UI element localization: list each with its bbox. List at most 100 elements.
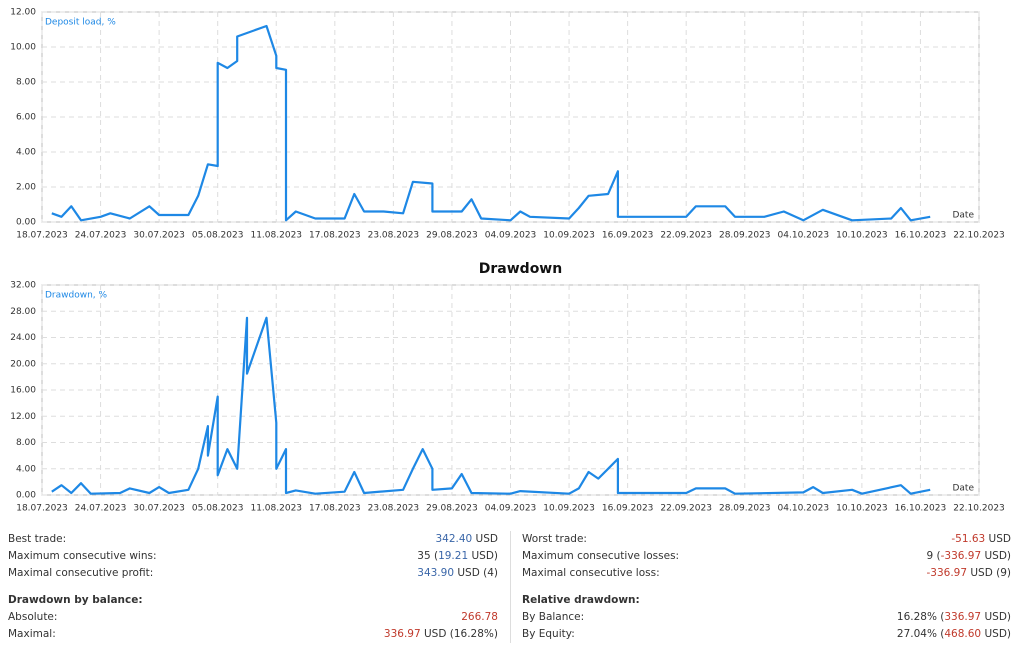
stat-row: Worst trade: -51.63 USD bbox=[522, 531, 1011, 548]
x-tick-label: 16.09.2023 bbox=[602, 504, 654, 514]
stat-value-part: 468.60 bbox=[944, 628, 982, 640]
y-tick-label: 12.00 bbox=[10, 412, 36, 422]
x-tick-label: 16.10.2023 bbox=[895, 231, 947, 241]
x-tick-label: 11.08.2023 bbox=[250, 504, 302, 514]
x-tick-label: 16.09.2023 bbox=[602, 231, 654, 241]
x-tick-label: 28.09.2023 bbox=[719, 504, 771, 514]
stat-row: Relative drawdown: bbox=[522, 592, 1011, 609]
series-label: Deposit load, % bbox=[45, 18, 116, 28]
stat-row: By Equity: 27.04% (468.60 USD) bbox=[522, 626, 1011, 643]
y-tick-label: 6.00 bbox=[16, 113, 36, 123]
stat-value: 27.04% (468.60 USD) bbox=[897, 626, 1011, 643]
stat-row: Best trade: 342.40 USD bbox=[8, 531, 498, 548]
stat-label: Maximal consecutive loss: bbox=[522, 567, 660, 579]
stat-value: 16.28% (336.97 USD) bbox=[897, 609, 1011, 626]
stat-value-part: USD (9) bbox=[967, 567, 1011, 579]
stat-label: By Equity: bbox=[522, 628, 575, 640]
x-tick-label: 05.08.2023 bbox=[192, 231, 244, 241]
y-tick-label: 4.00 bbox=[16, 464, 36, 474]
x-tick-label: 04.09.2023 bbox=[485, 231, 537, 241]
stat-value-part: 35 ( bbox=[417, 550, 439, 562]
stat-row: Maximal: 336.97 USD (16.28%) bbox=[8, 626, 498, 643]
stat-value-part: USD bbox=[985, 533, 1011, 545]
x-tick-label: 29.08.2023 bbox=[426, 504, 478, 514]
stat-value-part: USD) bbox=[981, 611, 1011, 623]
stat-row: Maximal consecutive profit: 343.90 USD (4… bbox=[8, 565, 498, 582]
stat-label: Best trade: bbox=[8, 533, 67, 545]
x-tick-label: 10.10.2023 bbox=[836, 231, 888, 241]
stat-row: Maximum consecutive wins: 35 (19.21 USD) bbox=[8, 548, 498, 565]
stat-value-part: 336.97 bbox=[944, 611, 982, 623]
stat-value: -336.97 USD (9) bbox=[926, 565, 1011, 582]
x-tick-label: 04.10.2023 bbox=[778, 504, 830, 514]
stat-label: Maximal consecutive profit: bbox=[8, 567, 154, 579]
y-tick-label: 32.00 bbox=[10, 281, 36, 291]
stat-label: Maximum consecutive wins: bbox=[8, 550, 157, 562]
x-tick-label: 22.10.2023 bbox=[953, 504, 1005, 514]
stat-value: 9 (-336.97 USD) bbox=[926, 548, 1011, 565]
stat-value-part: 336.97 bbox=[383, 628, 421, 640]
stat-value-part: 343.90 bbox=[417, 567, 455, 579]
stat-value-part: -336.97 bbox=[940, 550, 982, 562]
stat-value-part: 266.78 bbox=[461, 611, 498, 623]
line bbox=[51, 316, 931, 495]
y-tick-label: 12.00 bbox=[10, 8, 36, 18]
stat-row: Maximal consecutive loss: -336.97 USD (9) bbox=[522, 565, 1011, 582]
stat-value: 336.97 USD (16.28%) bbox=[384, 626, 498, 643]
stat-row: By Balance: 16.28% (336.97 USD) bbox=[522, 609, 1011, 626]
x-tick-label: 18.07.2023 bbox=[16, 504, 68, 514]
series-label: Drawdown, % bbox=[45, 291, 108, 301]
stat-value-part: USD) bbox=[981, 628, 1011, 640]
chart-title: Drawdown bbox=[479, 261, 562, 277]
stat-value: 343.90 USD (4) bbox=[417, 565, 498, 582]
y-tick-label: 24.00 bbox=[10, 333, 36, 343]
stat-value: 342.40 USD bbox=[435, 531, 498, 548]
y-tick-label: 8.00 bbox=[16, 438, 36, 448]
stat-value: -51.63 USD bbox=[951, 531, 1011, 548]
stat-value: 35 (19.21 USD) bbox=[417, 548, 498, 565]
x-tick-label: 17.08.2023 bbox=[309, 504, 361, 514]
x-tick-label: 11.08.2023 bbox=[250, 231, 302, 241]
x-tick-label: 24.07.2023 bbox=[75, 504, 127, 514]
y-tick-label: 0.00 bbox=[16, 218, 36, 228]
x-tick-label: 23.08.2023 bbox=[368, 231, 420, 241]
stat-value-part: USD) bbox=[981, 550, 1011, 562]
stat-value-part: 27.04% ( bbox=[896, 628, 945, 640]
stat-row: Absolute: 266.78 bbox=[8, 609, 498, 626]
stat-value: 266.78 bbox=[461, 609, 498, 626]
charts: 0.00 2.00 4.00 6.00 8.00 10.00 12.00 18.07.2023… bbox=[10, 8, 1005, 514]
stat-label: Relative drawdown: bbox=[522, 594, 640, 606]
stat-label: Maximum consecutive losses: bbox=[522, 550, 680, 562]
x-tick-label: 17.08.2023 bbox=[309, 231, 361, 241]
x-tick-label: 16.10.2023 bbox=[895, 504, 947, 514]
stat-value-part: 342.40 bbox=[435, 533, 473, 545]
stat-row: Maximum consecutive losses: 9 (-336.97 US… bbox=[522, 548, 1011, 565]
x-tick-label: 10.09.2023 bbox=[543, 504, 595, 514]
stat-value-part: 19.21 bbox=[438, 550, 469, 562]
stat-value-part: -51.63 bbox=[951, 533, 986, 545]
x-tick-label: 30.07.2023 bbox=[133, 504, 185, 514]
stat-value-part: USD bbox=[472, 533, 498, 545]
x-tick-label: 22.10.2023 bbox=[953, 231, 1005, 241]
stat-label: Maximal: bbox=[8, 628, 56, 640]
x-tick-label: 22.09.2023 bbox=[660, 231, 712, 241]
x-tick-label: 24.07.2023 bbox=[75, 231, 127, 241]
x-tick-label: 10.09.2023 bbox=[543, 231, 595, 241]
y-tick-label: 2.00 bbox=[16, 183, 36, 193]
x-tick-label: 05.08.2023 bbox=[192, 504, 244, 514]
stat-value-part: -336.97 bbox=[926, 567, 968, 579]
line bbox=[51, 24, 931, 222]
y-tick-label: 28.00 bbox=[10, 307, 36, 317]
y-tick-label: 8.00 bbox=[16, 78, 36, 88]
x-tick-label: 29.08.2023 bbox=[426, 231, 478, 241]
y-tick-label: 4.00 bbox=[16, 148, 36, 158]
x-tick-label: 18.07.2023 bbox=[16, 231, 68, 241]
x-tick-label: 04.09.2023 bbox=[485, 504, 537, 514]
stat-row: Drawdown by balance: bbox=[8, 592, 498, 609]
x-tick-label: 23.08.2023 bbox=[368, 504, 420, 514]
x-tick-label: 28.09.2023 bbox=[719, 231, 771, 241]
stat-label: Worst trade: bbox=[522, 533, 587, 545]
x-axis-label: Date bbox=[952, 484, 974, 494]
stat-label: By Balance: bbox=[522, 611, 585, 623]
